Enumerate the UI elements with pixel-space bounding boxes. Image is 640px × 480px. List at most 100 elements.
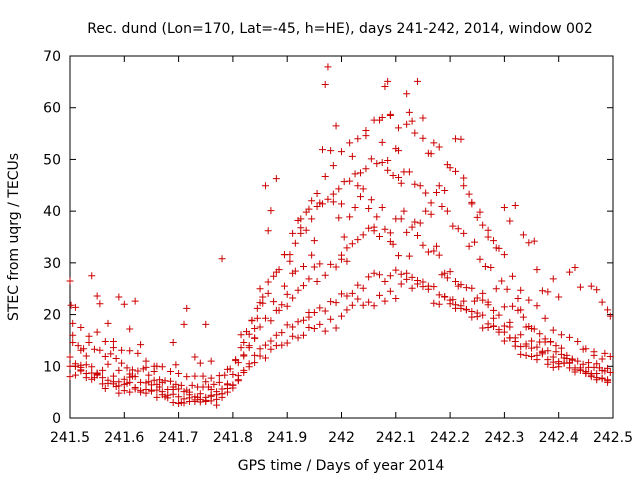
data-point bbox=[449, 296, 457, 304]
x-tick-label: 241.7 bbox=[159, 430, 199, 446]
data-point bbox=[223, 381, 231, 389]
data-point bbox=[506, 318, 514, 326]
data-point bbox=[357, 169, 365, 177]
data-point bbox=[403, 228, 411, 236]
y-tick-label: 60 bbox=[43, 101, 61, 117]
data-point bbox=[452, 167, 460, 175]
x-tick-label: 241.8 bbox=[213, 430, 253, 446]
data-point bbox=[215, 372, 223, 380]
data-point bbox=[71, 371, 79, 379]
data-point bbox=[476, 208, 484, 216]
data-point bbox=[378, 204, 386, 212]
data-point bbox=[351, 204, 359, 212]
data-point bbox=[137, 387, 145, 395]
x-tick-label: 242 bbox=[328, 430, 355, 446]
data-point bbox=[593, 374, 601, 382]
data-point bbox=[153, 362, 161, 370]
data-point bbox=[327, 260, 335, 268]
data-point bbox=[522, 351, 530, 359]
data-point bbox=[566, 268, 574, 276]
data-point bbox=[169, 398, 177, 406]
data-point bbox=[457, 135, 465, 143]
data-point bbox=[552, 342, 560, 350]
data-point bbox=[370, 223, 378, 231]
data-point bbox=[67, 301, 75, 309]
data-point bbox=[373, 160, 381, 168]
data-point bbox=[183, 304, 191, 312]
data-point bbox=[587, 282, 595, 290]
data-point bbox=[251, 359, 259, 367]
x-tick-label: 242.3 bbox=[484, 430, 524, 446]
data-point bbox=[156, 383, 164, 391]
data-point bbox=[240, 338, 248, 346]
data-point bbox=[305, 313, 313, 321]
data-point bbox=[359, 301, 367, 309]
data-point bbox=[294, 318, 302, 326]
data-point bbox=[376, 116, 384, 124]
data-point bbox=[555, 293, 563, 301]
data-point bbox=[411, 180, 419, 188]
data-point bbox=[354, 182, 362, 190]
data-point bbox=[69, 331, 77, 339]
data-point bbox=[123, 364, 131, 372]
data-point bbox=[441, 186, 449, 194]
data-point bbox=[460, 297, 468, 305]
data-point bbox=[261, 314, 269, 322]
data-point bbox=[367, 155, 375, 163]
data-point bbox=[218, 390, 226, 398]
data-point bbox=[354, 236, 362, 244]
data-point bbox=[185, 388, 193, 396]
data-point bbox=[416, 219, 424, 227]
data-point bbox=[126, 347, 134, 355]
data-point bbox=[85, 338, 93, 346]
data-point bbox=[77, 363, 85, 371]
data-point bbox=[435, 251, 443, 259]
data-point bbox=[275, 306, 283, 314]
data-point bbox=[490, 314, 498, 322]
data-point bbox=[517, 286, 525, 294]
data-point bbox=[354, 281, 362, 289]
data-point bbox=[120, 387, 128, 395]
data-point bbox=[245, 330, 253, 338]
data-point bbox=[332, 324, 340, 332]
data-point bbox=[479, 289, 487, 297]
data-point bbox=[104, 376, 112, 384]
data-point bbox=[433, 242, 441, 250]
data-point bbox=[538, 287, 546, 295]
data-point bbox=[506, 334, 514, 342]
data-point bbox=[329, 190, 337, 198]
data-point bbox=[101, 352, 109, 360]
data-point bbox=[533, 351, 541, 359]
data-point bbox=[145, 371, 153, 379]
data-point bbox=[229, 371, 237, 379]
data-point bbox=[403, 275, 411, 283]
data-point bbox=[71, 303, 79, 311]
data-point bbox=[403, 269, 411, 277]
data-point bbox=[376, 271, 384, 279]
data-point bbox=[313, 202, 321, 210]
data-point bbox=[213, 401, 221, 409]
data-point bbox=[386, 229, 394, 237]
data-point bbox=[299, 282, 307, 290]
data-point bbox=[253, 314, 261, 322]
data-point bbox=[71, 362, 79, 370]
data-point bbox=[479, 324, 487, 332]
data-point bbox=[495, 311, 503, 319]
data-point bbox=[310, 263, 318, 271]
data-point bbox=[107, 350, 115, 358]
data-point bbox=[460, 174, 468, 182]
data-point bbox=[422, 189, 430, 197]
data-point bbox=[202, 320, 210, 328]
data-point bbox=[373, 213, 381, 221]
data-point bbox=[321, 172, 329, 180]
data-point bbox=[552, 348, 560, 356]
data-point bbox=[446, 164, 454, 172]
data-point bbox=[606, 352, 614, 360]
data-point bbox=[376, 291, 384, 299]
data-point bbox=[392, 295, 400, 303]
data-point bbox=[576, 283, 584, 291]
data-point bbox=[517, 331, 525, 339]
data-point bbox=[289, 323, 297, 331]
data-point bbox=[267, 317, 275, 325]
data-point bbox=[424, 282, 432, 290]
